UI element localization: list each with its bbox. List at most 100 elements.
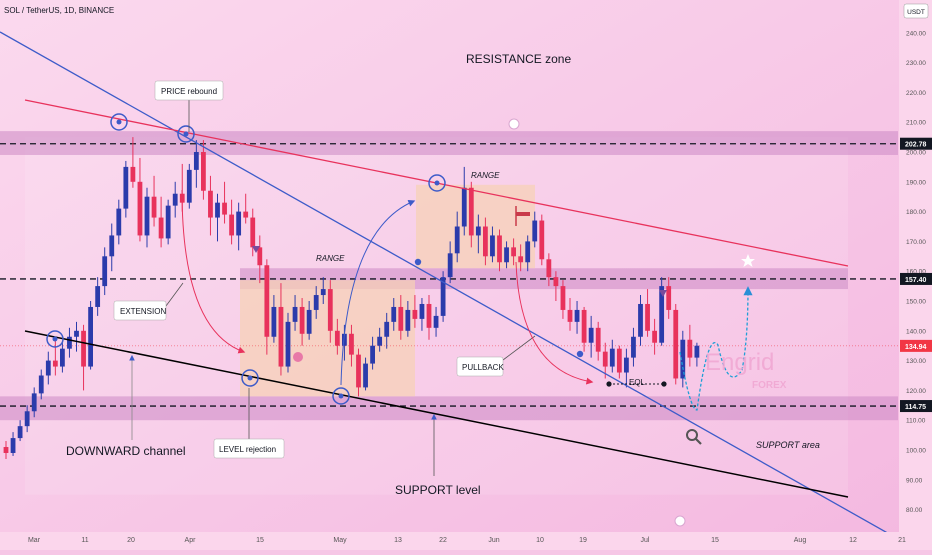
candle-body: [370, 345, 375, 364]
candle-body: [468, 187, 474, 236]
candle-body: [292, 306, 298, 322]
pivot-dot-1: [576, 350, 584, 358]
y-tick-label: 170.00: [906, 239, 926, 246]
candle-body: [659, 286, 665, 343]
extension-callout: [113, 300, 167, 321]
price-rebound-callout: [154, 80, 224, 101]
y-tick-label: 210.00: [906, 120, 926, 127]
candle-body: [581, 309, 587, 343]
extension-label: EXTENSION: [120, 307, 166, 316]
unit-label: USDT: [907, 9, 925, 16]
candle-body: [412, 309, 418, 319]
y-tick-label: 110.00: [906, 418, 926, 425]
touch-circle-1: [177, 125, 195, 143]
y-tick-label: 160.00: [906, 269, 926, 276]
candle-body: [673, 309, 679, 379]
candle-body: [687, 339, 693, 358]
candle-body: [398, 306, 404, 331]
blue-trendline: [0, 31, 901, 541]
level-rejection-label: LEVEL rejection: [219, 445, 276, 454]
candle-body: [74, 330, 79, 337]
y-tick-label: 220.00: [906, 90, 926, 97]
candle-body: [447, 253, 453, 278]
candles-layer: [3, 137, 700, 459]
x-tick-label: 15: [256, 537, 264, 544]
candle-body: [616, 348, 622, 373]
price-badge-label-3: 114.75: [905, 404, 926, 411]
pullback-arrow: [515, 261, 594, 385]
projection-path: [679, 286, 753, 411]
candle-body: [574, 309, 580, 322]
candle-body: [151, 196, 157, 218]
candle-body: [229, 214, 234, 236]
x-tick-label: Aug: [794, 537, 807, 544]
candle-body: [67, 336, 72, 349]
candle-body: [334, 330, 340, 346]
range-label-1: RANGE: [316, 254, 345, 263]
touch-dot-3: [52, 336, 58, 342]
support-level-label: SUPPORT level: [395, 483, 481, 497]
candle-body: [320, 289, 326, 296]
candle-body: [52, 360, 58, 367]
candle-body: [116, 208, 122, 236]
candle-body: [299, 306, 305, 334]
lightning-event-icon: [674, 515, 686, 527]
extension-leader: [165, 282, 184, 307]
flag-icon: [516, 212, 530, 216]
x-tick-label: 19: [579, 537, 587, 544]
candle-body: [109, 235, 115, 257]
time-axis-bg: [0, 532, 899, 550]
support-zone-band: [0, 396, 898, 421]
candle-body: [475, 226, 481, 236]
drawings-layer: [0, 31, 901, 541]
eql-dot-right: [661, 381, 667, 387]
x-tick-label: 20: [127, 537, 135, 544]
candle-body: [327, 289, 333, 331]
price-badge-1: [900, 272, 932, 285]
touch-dot-1: [183, 131, 189, 137]
price-rebound-label: PRICE rebound: [161, 87, 217, 96]
candle-body: [504, 247, 509, 263]
magnifier-handle: [695, 438, 702, 445]
candle-body: [426, 303, 432, 328]
y-tick-label: 120.00: [906, 388, 926, 395]
candle-body: [363, 363, 368, 388]
candle-body: [45, 360, 51, 376]
unit-badge: [903, 3, 929, 19]
candle-body: [539, 220, 545, 260]
candle-body: [532, 220, 538, 242]
candle-body: [144, 196, 150, 236]
candle-body: [553, 277, 559, 287]
candle-body: [624, 357, 629, 373]
support-area-label: SUPPORT area: [756, 440, 820, 450]
candle-body: [631, 336, 636, 358]
candle-body: [215, 202, 220, 218]
x-tick-label: 21: [898, 537, 906, 544]
candle-body: [193, 152, 199, 170]
touch-dot-2: [434, 180, 440, 186]
candle-body: [440, 277, 446, 316]
candle-body: [88, 306, 93, 367]
candle-body: [518, 256, 524, 263]
x-tick-label: Apr: [185, 537, 197, 544]
candle-body: [602, 351, 608, 367]
event-icon: [508, 118, 520, 130]
y-tick-label: 230.00: [906, 60, 926, 67]
candle-body: [595, 327, 601, 352]
x-tick-label: May: [333, 537, 347, 544]
candle-body: [95, 286, 101, 307]
touch-circle-3: [46, 330, 64, 348]
x-tick-label: 22: [439, 537, 447, 544]
candle-body: [10, 438, 16, 453]
x-tick-label: 10: [536, 537, 544, 544]
candle-body: [165, 205, 171, 239]
pivot-dot-0: [414, 258, 422, 266]
candle-body: [81, 330, 86, 367]
touch-circle-4: [241, 369, 259, 387]
y-tick-label: 200.00: [906, 150, 926, 157]
candle-body: [567, 309, 573, 322]
downward-channel-label: DOWNWARD channel: [66, 444, 186, 458]
